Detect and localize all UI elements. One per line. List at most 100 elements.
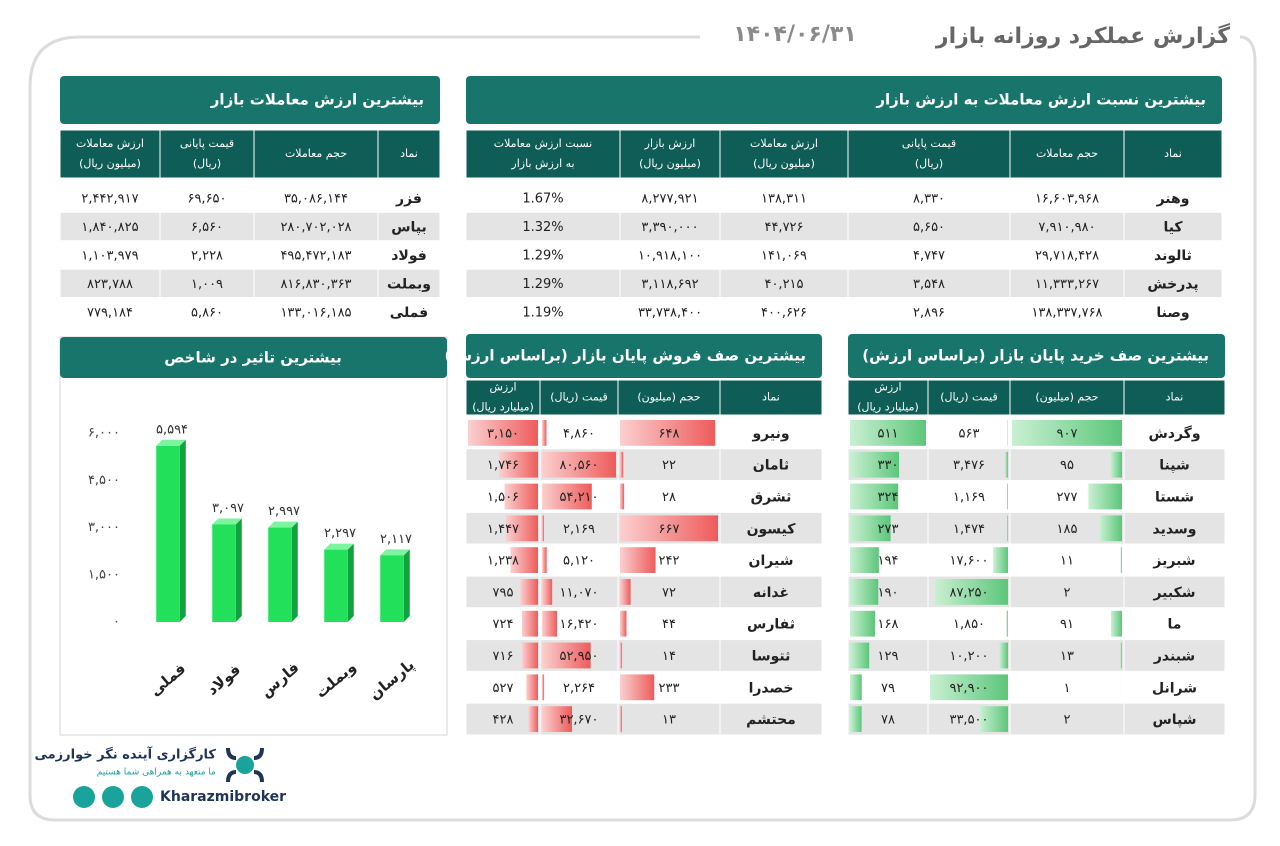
bar-top xyxy=(380,549,410,556)
cell xyxy=(847,297,1011,327)
cell xyxy=(719,543,823,577)
cell xyxy=(159,268,255,299)
symbol: وصنا xyxy=(1156,305,1189,321)
cell-value: ۷۲ xyxy=(662,585,676,600)
cell-bar xyxy=(510,547,538,573)
cell-bar xyxy=(850,420,926,446)
cell-value: ۷۱۶ xyxy=(493,649,514,664)
symbol: ثتوسا xyxy=(752,649,791,665)
column-header: (میلیارد ریال) xyxy=(472,401,534,414)
cell xyxy=(59,240,161,270)
cell-bar xyxy=(526,674,538,701)
cell-bar xyxy=(542,547,547,573)
symbol: وهنر xyxy=(1156,191,1190,207)
cell-value: ۱,۸۴۰,۸۲۵ xyxy=(81,220,138,235)
cell-value: ۹۱ xyxy=(1060,617,1074,632)
cell-bar xyxy=(1120,547,1122,573)
symbol: وسدید xyxy=(1153,521,1197,537)
cell xyxy=(159,211,255,242)
header-cell xyxy=(159,129,255,179)
cell xyxy=(719,575,823,609)
cell-value: ۱۹۴ xyxy=(878,554,899,569)
cell-bar xyxy=(542,642,591,669)
bar-top xyxy=(268,521,298,528)
cell-bar xyxy=(542,420,547,446)
column-header: به ارزش بازار xyxy=(510,157,574,170)
cell xyxy=(1123,511,1226,545)
symbol: محتشم xyxy=(746,712,796,728)
cell-bar xyxy=(542,674,545,701)
cell-value: ۱,۲۳۸ xyxy=(487,554,519,569)
column-header: ارزش معاملات xyxy=(76,137,144,150)
symbol: کیا xyxy=(1163,220,1183,236)
cell-bar xyxy=(620,674,655,701)
cell-value: ۳۳,۵۰۰ xyxy=(949,713,988,728)
cell-bar xyxy=(620,706,622,732)
cell-value: ۲۸۰,۷۰۲,۰۲۸ xyxy=(280,220,351,235)
cell-value: ۱,۱۰۳,۹۷۹ xyxy=(81,249,138,264)
cell-value: ۱ xyxy=(1064,681,1071,696)
cell-value: ۲ xyxy=(1064,585,1071,600)
cell-value: ۱۶,۴۲۰ xyxy=(559,617,598,632)
header-cell xyxy=(847,379,929,416)
logo-name: کارگزاری آینده نگر خوارزمی xyxy=(34,746,216,763)
report-title: گزارش عملکرد روزانه بازار xyxy=(935,22,1230,49)
cell-value: ۷۲۴ xyxy=(493,617,514,632)
symbol: ونیرو xyxy=(751,426,789,442)
cell xyxy=(1009,639,1125,672)
y-tick-label: ۰ xyxy=(113,615,120,630)
cell xyxy=(59,268,161,299)
cell-value: ۶۴۸ xyxy=(659,426,680,441)
cell xyxy=(465,183,621,213)
cell-value: ۱,۰۰۹ xyxy=(191,277,223,292)
cell-value: ۶,۵۶۰ xyxy=(191,220,223,235)
cell xyxy=(159,240,255,270)
cell-value: ۴,۸۶۰ xyxy=(563,426,595,441)
cell-value: ۸۷,۲۵۰ xyxy=(949,585,988,600)
cell-value: ۵۴,۲۱۰ xyxy=(559,490,598,505)
cell xyxy=(1009,607,1125,641)
header-cell xyxy=(465,379,541,416)
bar-side xyxy=(403,549,410,622)
cell-bar xyxy=(1088,483,1122,510)
cell-value: ۴,۷۴۷ xyxy=(913,249,945,264)
cell-value: ۲,۴۴۲,۹۱۷ xyxy=(81,192,138,207)
cell-value: ۲۹,۷۱۸,۴۲۸ xyxy=(1035,249,1099,264)
column-header: حجم (میلیون) xyxy=(637,391,700,404)
cell-value: ۱,۸۵۰ xyxy=(953,617,985,632)
cell xyxy=(159,297,255,327)
cell-bar xyxy=(542,610,558,637)
cell-bar xyxy=(620,515,718,542)
cell-bar xyxy=(542,451,616,478)
cell xyxy=(619,211,721,242)
cell xyxy=(719,607,823,641)
cell xyxy=(927,416,1011,450)
header-cell xyxy=(1009,379,1125,416)
column-header: نماد xyxy=(1164,147,1182,160)
cell-bar xyxy=(934,579,1008,605)
cell-bar xyxy=(542,706,573,732)
cell-bar xyxy=(522,642,538,669)
table-title: بیشترین نسبت ارزش معاملات به ارزش بازار xyxy=(875,91,1206,109)
header-cell xyxy=(719,129,849,179)
header-cell xyxy=(1123,129,1223,179)
cell xyxy=(617,448,721,482)
cell-value: ۳,۳۹۰,۰۰۰ xyxy=(641,220,698,235)
cell xyxy=(1009,183,1125,213)
cell-value: ۸۰,۵۶۰ xyxy=(559,458,598,473)
cell-value: ۱,۴۴۷ xyxy=(487,522,519,537)
cell-bar xyxy=(468,420,538,446)
symbol: کیسون xyxy=(747,521,797,537)
cell xyxy=(619,297,721,327)
symbol: بپاس xyxy=(391,220,427,236)
table-title-bar xyxy=(466,76,1222,124)
cell xyxy=(59,211,161,242)
symbol: شپنا xyxy=(1159,458,1189,474)
cell xyxy=(59,183,161,213)
column-header: قیمت (ریال) xyxy=(550,391,608,404)
column-header: ارزش معاملات xyxy=(750,137,818,150)
cell-value: ۱۳۸,۳۱۱ xyxy=(761,192,807,207)
cell-bar xyxy=(620,642,623,669)
symbol: ثالوند xyxy=(1154,248,1192,264)
cell-bar xyxy=(850,610,875,637)
